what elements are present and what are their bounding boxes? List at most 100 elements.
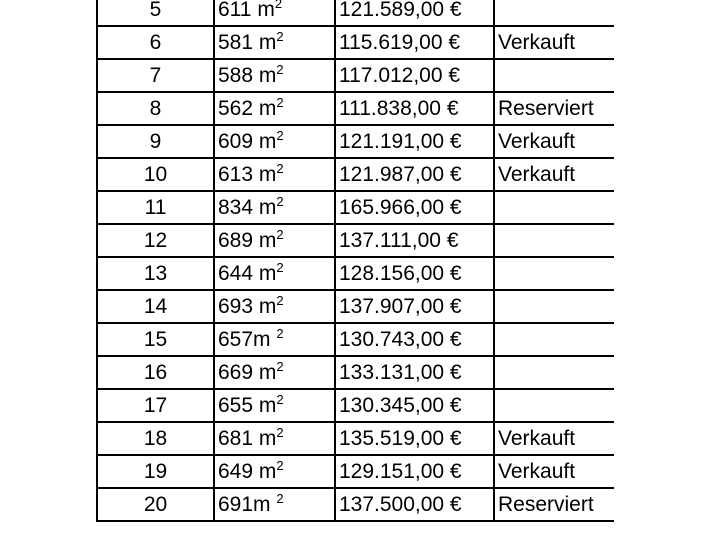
plot-number-cell[interactable]: 12 bbox=[96, 223, 215, 258]
plot-area-unit: m bbox=[258, 295, 277, 318]
plot-area-value: 669 bbox=[218, 361, 254, 384]
plot-area-value: 655 bbox=[218, 394, 254, 417]
table-row[interactable]: 5 611 m2 121.589,00 € bbox=[96, 0, 614, 27]
plot-number-cell[interactable]: 5 bbox=[96, 0, 215, 27]
table-row[interactable]: 15 657m 2 130.743,00 € bbox=[96, 322, 614, 357]
plot-price-cell[interactable]: 117.012,00 € bbox=[334, 58, 495, 93]
plot-area-unit: m bbox=[258, 97, 277, 120]
plot-price-cell[interactable]: 111.838,00 € bbox=[334, 91, 495, 126]
plot-listing-table[interactable]: 5 611 m2 121.589,00 €6 581 m2 115.619,00 € Ve… bbox=[96, 0, 614, 522]
plot-area-unit: m bbox=[258, 130, 277, 153]
plot-price-cell[interactable]: 133.131,00 € bbox=[334, 355, 495, 390]
table-row[interactable]: 6 581 m2 115.619,00 € Verkauft bbox=[96, 25, 614, 60]
plot-status-cell[interactable] bbox=[493, 223, 614, 258]
table-row[interactable]: 9 609 m2 121.191,00 € Verkauft bbox=[96, 124, 614, 159]
plot-price-cell[interactable]: 137.500,00 € bbox=[334, 487, 495, 522]
plot-area-value: 834 bbox=[218, 196, 254, 219]
plot-area-cell[interactable]: 693 m2 bbox=[213, 289, 336, 324]
plot-number-cell[interactable]: 18 bbox=[96, 421, 215, 456]
plot-area-value: 609 bbox=[218, 130, 254, 153]
plot-number-cell[interactable]: 16 bbox=[96, 355, 215, 390]
plot-area-cell[interactable]: 613 m2 bbox=[213, 157, 336, 192]
table-row[interactable]: 16 669 m2 133.131,00 € bbox=[96, 355, 614, 390]
table-row[interactable]: 14 693 m2 137.907,00 € bbox=[96, 289, 614, 324]
plot-area-cell[interactable]: 657m 2 bbox=[213, 322, 336, 357]
table-row[interactable]: 13 644 m2 128.156,00 € bbox=[96, 256, 614, 291]
plot-area-cell[interactable]: 588 m2 bbox=[213, 58, 336, 93]
plot-area-cell[interactable]: 681 m2 bbox=[213, 421, 336, 456]
plot-price-cell[interactable]: 130.743,00 € bbox=[334, 322, 495, 357]
plot-price-cell[interactable]: 165.966,00 € bbox=[334, 190, 495, 225]
plot-status-cell[interactable] bbox=[493, 355, 614, 390]
plot-area-unit: m bbox=[253, 328, 271, 351]
plot-price-cell[interactable]: 137.907,00 € bbox=[334, 289, 495, 324]
plot-status-cell[interactable] bbox=[493, 0, 614, 27]
plot-price-cell[interactable]: 137.111,00 € bbox=[334, 223, 495, 258]
plot-price-cell[interactable]: 121.987,00 € bbox=[334, 157, 495, 192]
plot-status-cell[interactable]: Verkauft bbox=[493, 157, 614, 192]
plot-number-cell[interactable]: 11 bbox=[96, 190, 215, 225]
plot-status-cell[interactable]: Verkauft bbox=[493, 124, 614, 159]
table-row[interactable]: 20 691m 2 137.500,00 € Reserviert bbox=[96, 487, 614, 522]
table-row[interactable]: 18 681 m2 135.519,00 € Verkauft bbox=[96, 421, 614, 456]
plot-status-cell[interactable]: Verkauft bbox=[493, 25, 614, 60]
plot-area-cell[interactable]: 669 m2 bbox=[213, 355, 336, 390]
plot-area-cell[interactable]: 611 m2 bbox=[213, 0, 336, 27]
plot-area-cell[interactable]: 691m 2 bbox=[213, 487, 336, 522]
plot-price-cell[interactable]: 121.191,00 € bbox=[334, 124, 495, 159]
plot-number-cell[interactable]: 7 bbox=[96, 58, 215, 93]
table-row[interactable]: 17 655 m2 130.345,00 € bbox=[96, 388, 614, 423]
plot-area-exponent: 2 bbox=[276, 128, 284, 143]
plot-number-cell[interactable]: 8 bbox=[96, 91, 215, 126]
plot-area-cell[interactable]: 649 m2 bbox=[213, 454, 336, 489]
plot-number-cell[interactable]: 17 bbox=[96, 388, 215, 423]
plot-status-cell[interactable] bbox=[493, 388, 614, 423]
plot-area-exponent: 2 bbox=[276, 392, 284, 407]
plot-status-cell[interactable]: Reserviert bbox=[493, 487, 614, 522]
plot-price-cell[interactable]: 135.519,00 € bbox=[334, 421, 495, 456]
plot-number-cell[interactable]: 15 bbox=[96, 322, 215, 357]
plot-number-cell[interactable]: 9 bbox=[96, 124, 215, 159]
plot-number-cell[interactable]: 6 bbox=[96, 25, 215, 60]
plot-area-cell[interactable]: 689 m2 bbox=[213, 223, 336, 258]
plot-area-cell[interactable]: 644 m2 bbox=[213, 256, 336, 291]
plot-number-cell[interactable]: 10 bbox=[96, 157, 215, 192]
plot-area-exponent: 2 bbox=[276, 62, 284, 77]
table-row[interactable]: 11 834 m2 165.966,00 € bbox=[96, 190, 614, 225]
plot-status-cell[interactable]: Verkauft bbox=[493, 421, 614, 456]
plot-area-exponent: 2 bbox=[276, 227, 284, 242]
plot-area-unit: m bbox=[258, 196, 277, 219]
table-row[interactable]: 12 689 m2 137.111,00 € bbox=[96, 223, 614, 258]
plot-status-cell[interactable] bbox=[493, 190, 614, 225]
plot-area-cell[interactable]: 581 m2 bbox=[213, 25, 336, 60]
plot-price-cell[interactable]: 130.345,00 € bbox=[334, 388, 495, 423]
table-row[interactable]: 7 588 m2 117.012,00 € bbox=[96, 58, 614, 93]
plot-price-cell[interactable]: 115.619,00 € bbox=[334, 25, 495, 60]
plot-area-exponent: 2 bbox=[276, 194, 284, 209]
plot-number-cell[interactable]: 14 bbox=[96, 289, 215, 324]
plot-area-cell[interactable]: 834 m2 bbox=[213, 190, 336, 225]
plot-status-cell[interactable]: Reserviert bbox=[493, 91, 614, 126]
plot-number-cell[interactable]: 19 bbox=[96, 454, 215, 489]
plot-area-cell[interactable]: 655 m2 bbox=[213, 388, 336, 423]
table-row[interactable]: 8 562 m2 111.838,00 € Reserviert bbox=[96, 91, 614, 126]
plot-number-cell[interactable]: 13 bbox=[96, 256, 215, 291]
plot-status-cell[interactable] bbox=[493, 289, 614, 324]
table-body: 5 611 m2 121.589,00 €6 581 m2 115.619,00 € Ve… bbox=[96, 0, 614, 522]
plot-number-cell[interactable]: 20 bbox=[96, 487, 215, 522]
table-row[interactable]: 10 613 m2 121.987,00 € Verkauft bbox=[96, 157, 614, 192]
plot-price-cell[interactable]: 129.151,00 € bbox=[334, 454, 495, 489]
plot-price-cell[interactable]: 121.589,00 € bbox=[334, 0, 495, 27]
plot-status-cell[interactable]: Verkauft bbox=[493, 454, 614, 489]
plot-area-value: 611 bbox=[218, 0, 252, 21]
plot-area-value: 693 bbox=[218, 295, 254, 318]
plot-price-cell[interactable]: 128.156,00 € bbox=[334, 256, 495, 291]
plot-status-cell[interactable] bbox=[493, 58, 614, 93]
plot-status-cell[interactable] bbox=[493, 256, 614, 291]
plot-area-unit: m bbox=[258, 361, 277, 384]
plot-status-cell[interactable] bbox=[493, 322, 614, 357]
table-row[interactable]: 19 649 m2 129.151,00 € Verkauft bbox=[96, 454, 614, 489]
plot-area-value: 689 bbox=[218, 229, 254, 252]
plot-area-cell[interactable]: 562 m2 bbox=[213, 91, 336, 126]
plot-area-cell[interactable]: 609 m2 bbox=[213, 124, 336, 159]
